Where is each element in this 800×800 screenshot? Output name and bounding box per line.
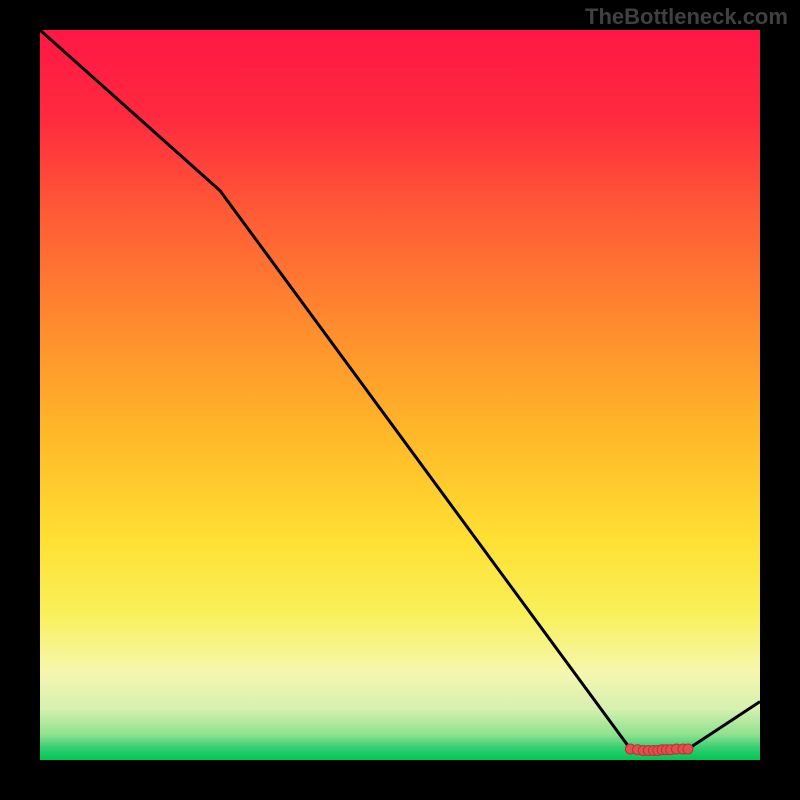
- chart-background: [40, 30, 760, 760]
- chart-plot-area: [40, 30, 760, 760]
- chart-markers: [625, 744, 693, 755]
- watermark-text: TheBottleneck.com: [585, 4, 788, 30]
- chart-svg: [40, 30, 760, 760]
- chart-marker: [683, 744, 693, 754]
